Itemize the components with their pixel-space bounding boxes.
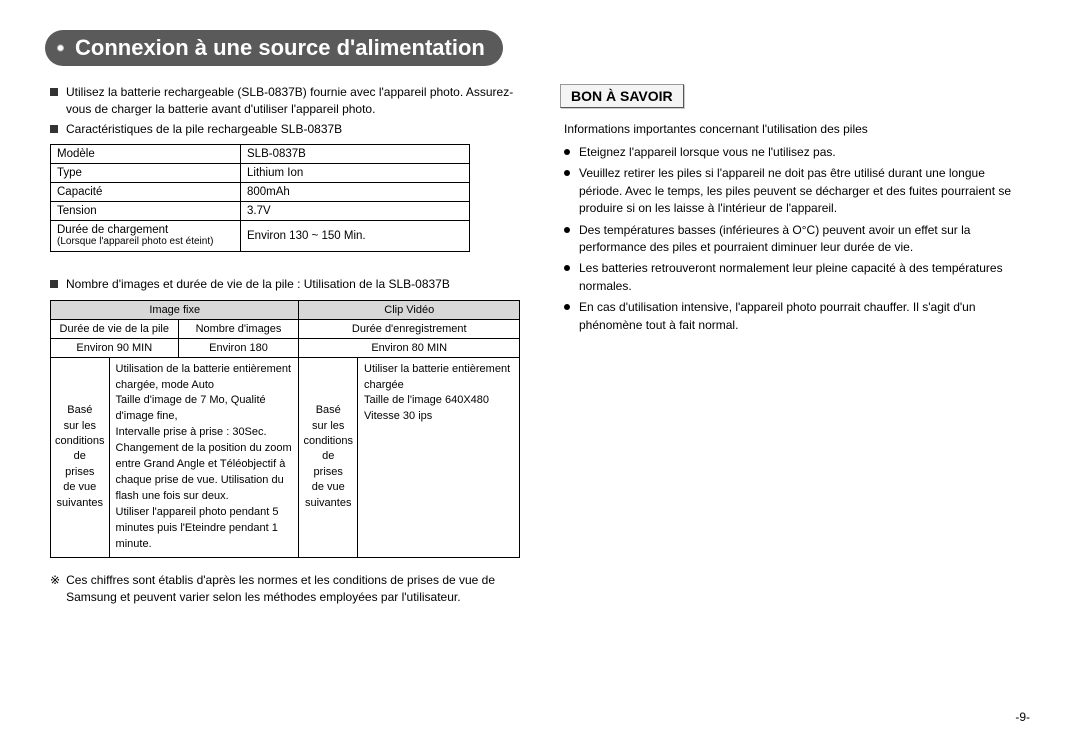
info-list: Eteignez l'appareil lorsque vous ne l'ut… bbox=[560, 144, 1030, 334]
dot-bullet-icon bbox=[564, 149, 570, 155]
table-row: Durée de vie de la pile Nombre d'images … bbox=[51, 319, 520, 338]
spec-header: Caractéristiques de la pile rechargeable… bbox=[66, 121, 520, 138]
footnote-text: Ces chiffres sont établis d'après les no… bbox=[66, 572, 520, 607]
title-decorative-dot bbox=[57, 45, 64, 52]
list-item: En cas d'utilisation intensive, l'appare… bbox=[564, 299, 1030, 334]
list-item: Eteignez l'appareil lorsque vous ne l'ut… bbox=[564, 144, 1030, 161]
usage-sub-header: Durée de vie de la pile bbox=[51, 319, 179, 338]
usage-value: Environ 180 bbox=[178, 338, 299, 357]
spec-value: Lithium Ion bbox=[241, 164, 470, 183]
usage-value: Environ 90 MIN bbox=[51, 338, 179, 357]
table-row: Type Lithium Ion bbox=[51, 164, 470, 183]
table-row: Basésur lesconditionsdeprisesde vuesuiva… bbox=[51, 357, 520, 557]
page-number: -9- bbox=[1015, 710, 1030, 724]
condition-label: Basésur lesconditionsdeprisesde vuesuiva… bbox=[51, 357, 110, 557]
asterisk-icon: ※ bbox=[50, 572, 60, 589]
charge-sublabel: (Lorsque l'appareil photo est éteint) bbox=[57, 236, 234, 248]
list-item: Veuillez retirer les piles si l'appareil… bbox=[564, 165, 1030, 217]
right-column: BON À SAVOIR Informations importantes co… bbox=[560, 84, 1030, 726]
charge-label: Durée de chargement bbox=[57, 224, 168, 236]
table-row: Image fixe Clip Vidéo bbox=[51, 300, 520, 319]
square-bullet-icon bbox=[50, 280, 58, 288]
list-item: Des températures basses (inférieures à O… bbox=[564, 222, 1030, 257]
info-item-text: Veuillez retirer les piles si l'appareil… bbox=[579, 165, 1030, 217]
usage-header: Nombre d'images et durée de vie de la pi… bbox=[66, 276, 520, 293]
info-item-text: Les batteries retrouveront normalement l… bbox=[579, 260, 1030, 295]
spec-label: Capacité bbox=[51, 183, 241, 202]
left-column: Utilisez la batterie rechargeable (SLB-0… bbox=[50, 84, 520, 726]
spec-label: Modèle bbox=[51, 145, 241, 164]
usage-block: Nombre d'images et durée de vie de la pi… bbox=[50, 276, 520, 558]
info-item-text: En cas d'utilisation intensive, l'appare… bbox=[579, 299, 1030, 334]
info-item-text: Des températures basses (inférieures à O… bbox=[579, 222, 1030, 257]
list-item: Les batteries retrouveront normalement l… bbox=[564, 260, 1030, 295]
spec-table: Modèle SLB-0837B Type Lithium Ion Capaci… bbox=[50, 144, 470, 252]
footnote-block: ※ Ces chiffres sont établis d'après les … bbox=[50, 572, 520, 607]
square-bullet-icon bbox=[50, 88, 58, 96]
condition-label: Basésur lesconditionsdeprisesde vuesuiva… bbox=[299, 357, 358, 557]
dot-bullet-icon bbox=[564, 170, 570, 176]
page-title-container: Connexion à une source d'alimentation bbox=[45, 30, 1030, 66]
dot-bullet-icon bbox=[564, 265, 570, 271]
intro-text: Utilisez la batterie rechargeable (SLB-0… bbox=[66, 84, 520, 119]
usage-sub-header: Nombre d'images bbox=[178, 319, 299, 338]
info-item-text: Eteignez l'appareil lorsque vous ne l'ut… bbox=[579, 144, 1030, 161]
table-row: Durée de chargement (Lorsque l'appareil … bbox=[51, 221, 470, 252]
page-title: Connexion à une source d'alimentation bbox=[45, 30, 503, 66]
spec-label: Tension bbox=[51, 202, 241, 221]
table-row: Capacité 800mAh bbox=[51, 183, 470, 202]
document-page: Connexion à une source d'alimentation Ut… bbox=[0, 0, 1080, 746]
spec-value: 800mAh bbox=[241, 183, 470, 202]
dot-bullet-icon bbox=[564, 304, 570, 310]
table-row: Modèle SLB-0837B bbox=[51, 145, 470, 164]
table-row: Tension 3.7V bbox=[51, 202, 470, 221]
content-columns: Utilisez la batterie rechargeable (SLB-0… bbox=[50, 84, 1030, 726]
spec-label: Type bbox=[51, 164, 241, 183]
square-bullet-icon bbox=[50, 125, 58, 133]
spec-block: Caractéristiques de la pile rechargeable… bbox=[50, 121, 520, 252]
intro-block: Utilisez la batterie rechargeable (SLB-0… bbox=[50, 84, 520, 119]
dot-bullet-icon bbox=[564, 227, 570, 233]
spec-value: 3.7V bbox=[241, 202, 470, 221]
info-box-title: BON À SAVOIR bbox=[560, 84, 684, 108]
usage-top-header: Clip Vidéo bbox=[299, 300, 520, 319]
info-intro: Informations importantes concernant l'ut… bbox=[564, 120, 1030, 138]
condition-desc: Utilisation de la batterie entièrement c… bbox=[109, 357, 299, 557]
spec-label: Durée de chargement (Lorsque l'appareil … bbox=[51, 221, 241, 252]
table-row: Environ 90 MIN Environ 180 Environ 80 MI… bbox=[51, 338, 520, 357]
condition-desc: Utiliser la batterie entièrement chargée… bbox=[358, 357, 520, 557]
spec-value: Environ 130 ~ 150 Min. bbox=[241, 221, 470, 252]
usage-sub-header: Durée d'enregistrement bbox=[299, 319, 520, 338]
spec-value: SLB-0837B bbox=[241, 145, 470, 164]
usage-top-header: Image fixe bbox=[51, 300, 299, 319]
usage-value: Environ 80 MIN bbox=[299, 338, 520, 357]
usage-table: Image fixe Clip Vidéo Durée de vie de la… bbox=[50, 300, 520, 558]
